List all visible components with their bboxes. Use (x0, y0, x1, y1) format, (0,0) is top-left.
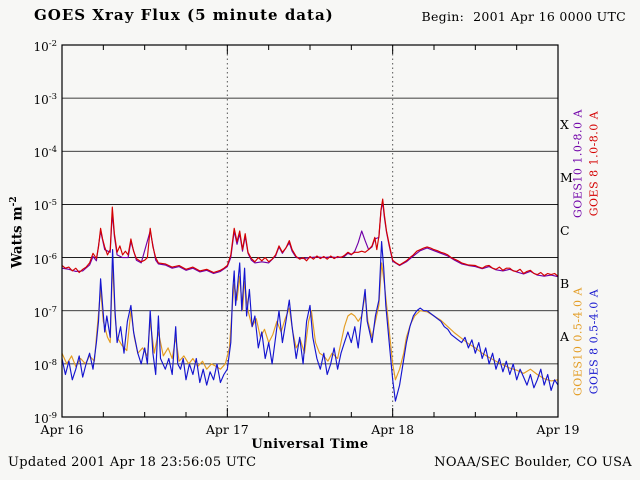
x-tick-label: Apr 19 (536, 422, 580, 437)
y-tick-label: 10-8 (33, 357, 57, 373)
begin-value: 2001 Apr 16 0000 UTC (473, 9, 626, 24)
y-tick-label: 10-2 (33, 39, 57, 54)
flare-class-a: A (560, 329, 570, 345)
legend-label-goes-8-1-0-8-0-a: GOES 8 1.0-8.0 A (587, 110, 601, 217)
y-tick-label: 10-9 (33, 411, 57, 426)
flare-class-x: X (560, 116, 569, 132)
legend-label-goes10-0-5-4-0-a: GOES10 0.5-4.0 A (571, 287, 585, 397)
y-axis-label-exponent: -2 (8, 196, 19, 207)
y-tick-label: 10-6 (33, 251, 57, 267)
series-goes10-long (61, 201, 559, 278)
legend-label-goes10-1-0-8-0-a: GOES10 1.0-8.0 A (571, 109, 585, 219)
x-tick-label: Apr 17 (205, 422, 249, 437)
chart-title: GOES Xray Flux (5 minute data) (34, 6, 334, 24)
flare-class-m: M (560, 169, 573, 185)
y-axis-label: Watts m-2 (9, 172, 26, 292)
x-tick-label: Apr 16 (40, 422, 84, 437)
y-axis-label-text: Watts m (9, 206, 26, 269)
flare-class-c: C (560, 223, 570, 238)
y-tick-label: 10-3 (33, 92, 57, 108)
plot-border (61, 44, 559, 418)
flare-class-b: B (560, 276, 570, 292)
updated-timestamp: Updated 2001 Apr 18 23:56:05 UTC (8, 455, 257, 470)
series-goes8-long (61, 198, 559, 277)
x-axis-label: Universal Time (251, 437, 369, 452)
y-tick-label: 10-4 (33, 145, 57, 161)
begin-timestamp: Begin: 2001 Apr 16 0000 UTC (421, 9, 626, 24)
source-credit: NOAA/SEC Boulder, CO USA (434, 455, 632, 470)
legend-label-goes-8-0-5-4-0-a: GOES 8 0.5-4.0 A (587, 288, 601, 395)
series-goes10-short (61, 262, 559, 382)
series-goes8-short (61, 241, 559, 402)
x-tick-label: Apr 18 (371, 422, 415, 437)
y-tick-label: 10-5 (33, 198, 57, 214)
y-tick-label: 10-7 (33, 304, 57, 320)
begin-label: Begin: (421, 9, 465, 24)
